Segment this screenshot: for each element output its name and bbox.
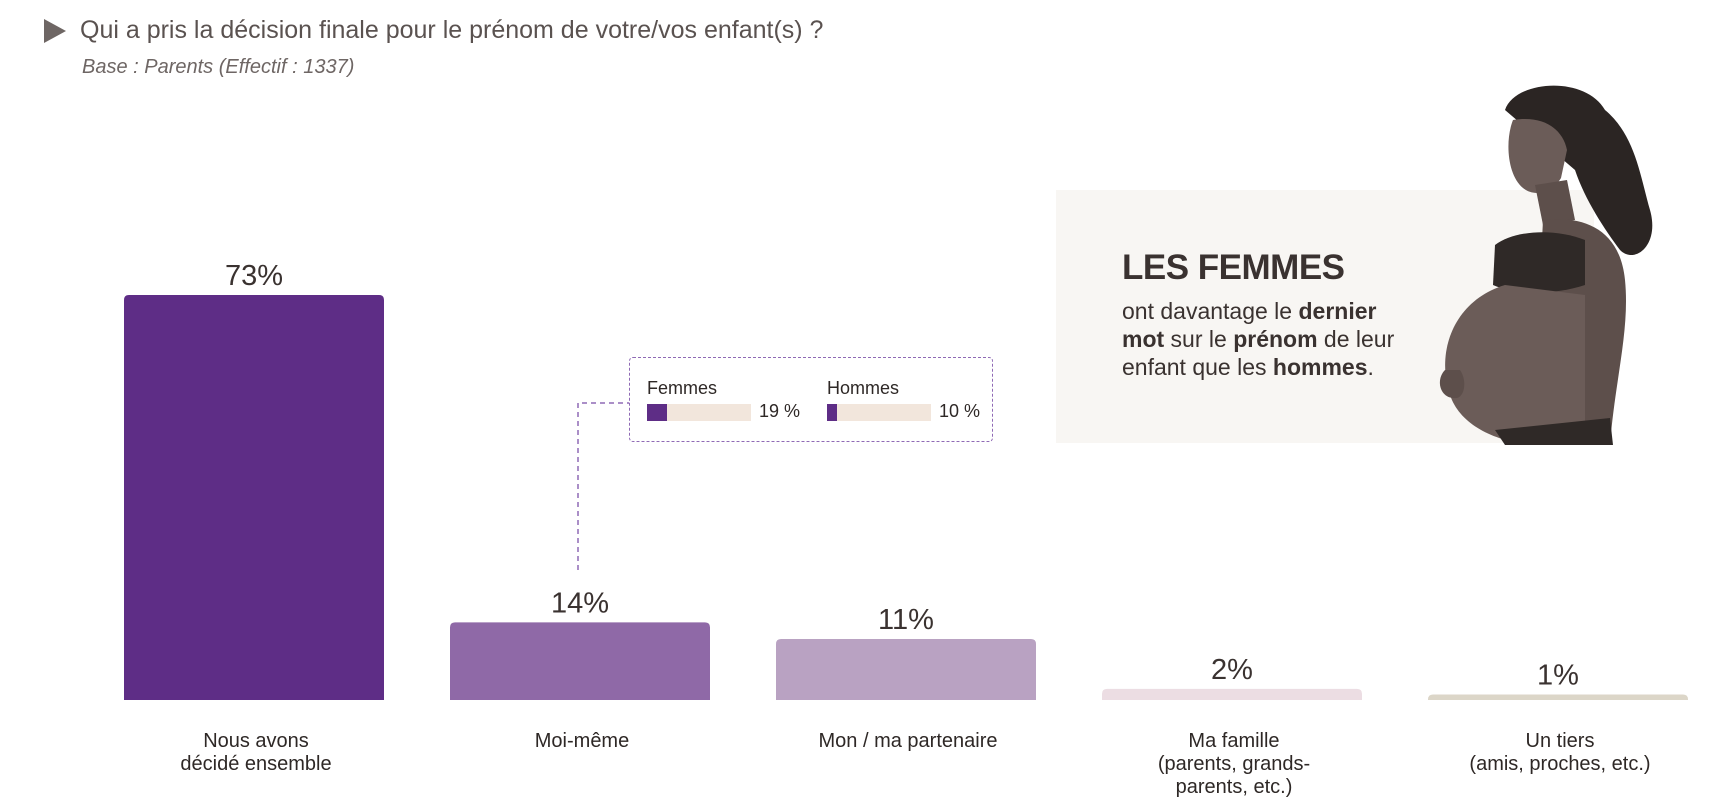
- gender-bar-fill-femmes: [647, 404, 667, 421]
- gender-bar-track-femmes: [647, 404, 751, 421]
- insight-emphasis: hommes: [1272, 354, 1368, 380]
- callout-connector: [577, 402, 629, 570]
- gender-value-hommes: 10 %: [939, 401, 981, 421]
- bar-0: [124, 295, 384, 700]
- bar-value-label: 73%: [225, 260, 283, 292]
- play-triangle-icon: [44, 18, 66, 43]
- gender-item-femmes: Femmes: [647, 378, 717, 399]
- title-row: Qui a pris la décision finale pour le pr…: [44, 16, 823, 45]
- category-label: Ma famille (parents, grands-parents, etc.…: [1158, 730, 1310, 798]
- insight-text: sur le: [1164, 326, 1234, 352]
- category-label-line: Un tiers: [1526, 730, 1595, 752]
- category-label-line: (parents, grands-: [1158, 753, 1310, 775]
- category-label: Mon / ma partenaire: [819, 730, 998, 752]
- gender-label: Femmes: [647, 378, 718, 398]
- gender-bar-track-hommes: [827, 404, 931, 421]
- bars-layer: [124, 295, 1688, 700]
- category-label-line: Moi-même: [535, 730, 629, 752]
- gender-callout: Femmes 19 % Hommes 10 %: [629, 357, 993, 442]
- category-label-line: Nous avons: [203, 730, 309, 752]
- bar-value-label: 11%: [878, 604, 934, 636]
- bar-2: [776, 638, 1036, 700]
- insight-text: de leur enfant que les: [1122, 326, 1395, 380]
- category-label-line: décidé ensemble: [180, 753, 331, 775]
- insight-emphasis: dernier mot: [1122, 298, 1377, 352]
- bar-value-label: 2%: [1211, 654, 1253, 686]
- insight-text: ont davantage le: [1122, 298, 1299, 324]
- category-label: Un tiers (amis, proches, etc.): [1469, 730, 1650, 775]
- insight-emphasis: prénom: [1233, 326, 1318, 352]
- bar-value-label: 14%: [551, 587, 609, 619]
- category-label: Nous avons décidé ensemble: [180, 730, 331, 775]
- category-label-line: (amis, proches, etc.): [1469, 753, 1650, 775]
- gender-bar-fill-hommes: [827, 404, 838, 421]
- chart-subtitle: Base : Parents (Effectif : 1337): [82, 56, 355, 78]
- category-label: Moi-même: [535, 730, 629, 752]
- insight-text: .: [1367, 354, 1374, 380]
- gender-item-hommes: Hommes: [827, 378, 899, 399]
- category-label-line: parents, etc.): [1176, 776, 1293, 798]
- insight-heading: LES FEMMES: [1122, 248, 1345, 287]
- category-label-line: Mon / ma partenaire: [819, 730, 998, 752]
- labels-layer: 73% Nous avons décidé ensemble 14% Moi-même 1…: [180, 260, 1650, 798]
- chart-title: Qui a pris la décision finale pour le pr…: [80, 16, 824, 44]
- category-label-line: Ma famille: [1188, 730, 1279, 752]
- pregnant-woman-photo-icon: [1439, 85, 1653, 445]
- gender-value-femmes: 19 %: [759, 401, 801, 421]
- bar-value-label: 1%: [1537, 659, 1579, 691]
- bar-3: [1102, 688, 1362, 700]
- insight-body: ont davantage le dernier mot sur le prén…: [1122, 297, 1422, 381]
- gender-label: Hommes: [827, 378, 900, 398]
- bar-1: [450, 622, 710, 700]
- bar-4: [1428, 694, 1688, 700]
